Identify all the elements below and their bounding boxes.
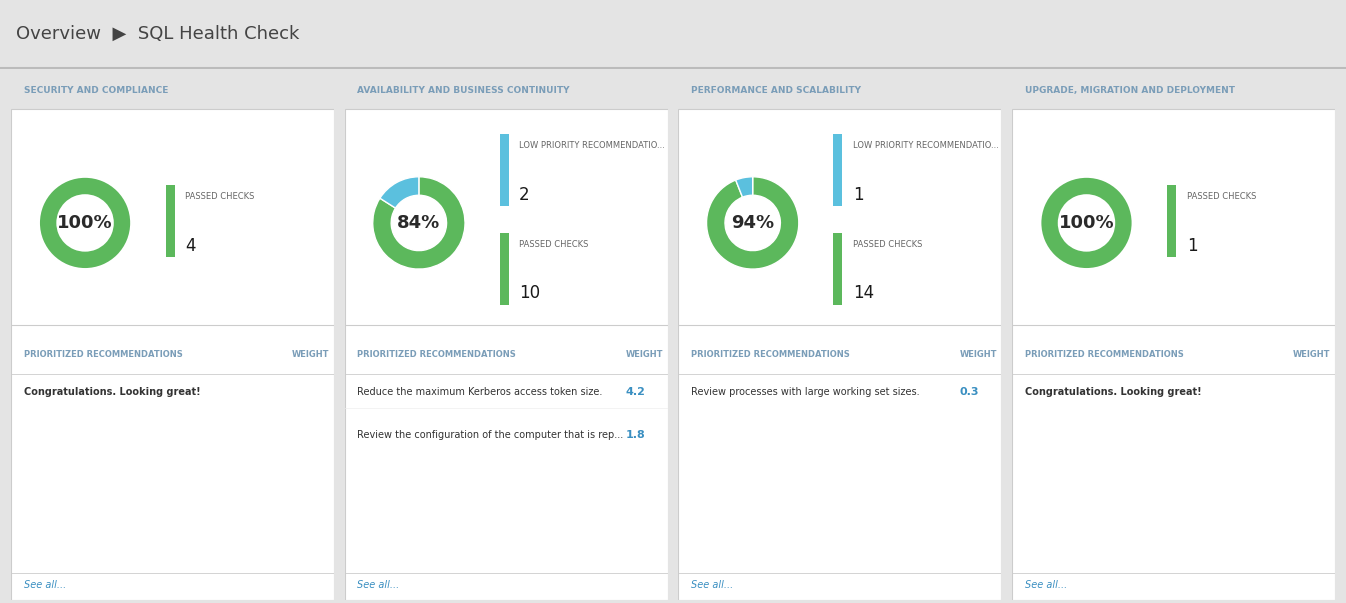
Text: Congratulations. Looking great!: Congratulations. Looking great!: [24, 387, 201, 397]
FancyBboxPatch shape: [678, 110, 1001, 600]
Text: PASSED CHECKS: PASSED CHECKS: [853, 239, 922, 248]
FancyBboxPatch shape: [11, 110, 334, 600]
Text: LOW PRIORITY RECOMMENDATIO...: LOW PRIORITY RECOMMENDATIO...: [520, 141, 665, 150]
Text: 100%: 100%: [1059, 214, 1114, 232]
Text: 14: 14: [853, 285, 874, 303]
Text: See all...: See all...: [358, 580, 400, 590]
Text: PASSED CHECKS: PASSED CHECKS: [1187, 192, 1256, 201]
Text: UPGRADE, MIGRATION AND DEPLOYMENT: UPGRADE, MIGRATION AND DEPLOYMENT: [1026, 86, 1236, 95]
Text: Review processes with large working set sizes.: Review processes with large working set …: [692, 387, 919, 397]
FancyBboxPatch shape: [833, 134, 843, 206]
FancyBboxPatch shape: [166, 185, 175, 257]
Text: PASSED CHECKS: PASSED CHECKS: [520, 239, 588, 248]
Text: PRIORITIZED RECOMMENDATIONS: PRIORITIZED RECOMMENDATIONS: [358, 350, 517, 359]
Text: 84%: 84%: [397, 214, 440, 232]
Text: PRIORITIZED RECOMMENDATIONS: PRIORITIZED RECOMMENDATIONS: [24, 350, 183, 359]
Text: PRIORITIZED RECOMMENDATIONS: PRIORITIZED RECOMMENDATIONS: [692, 350, 851, 359]
FancyBboxPatch shape: [833, 233, 843, 305]
Text: 4: 4: [186, 237, 195, 255]
Text: Reduce the maximum Kerberos access token size.: Reduce the maximum Kerberos access token…: [358, 387, 603, 397]
Text: 10: 10: [520, 285, 540, 303]
Text: SECURITY AND COMPLIANCE: SECURITY AND COMPLIANCE: [24, 86, 168, 95]
Text: PASSED CHECKS: PASSED CHECKS: [186, 192, 254, 201]
Text: 100%: 100%: [58, 214, 113, 232]
Text: WEIGHT: WEIGHT: [1294, 350, 1331, 359]
Text: 94%: 94%: [731, 214, 774, 232]
Text: Review the configuration of the computer that is rep...: Review the configuration of the computer…: [358, 430, 623, 440]
Text: See all...: See all...: [1026, 580, 1067, 590]
FancyBboxPatch shape: [1167, 185, 1176, 257]
FancyBboxPatch shape: [499, 233, 509, 305]
Wedge shape: [707, 177, 798, 269]
Text: See all...: See all...: [692, 580, 734, 590]
Wedge shape: [373, 177, 464, 269]
Wedge shape: [380, 177, 419, 208]
Text: WEIGHT: WEIGHT: [292, 350, 330, 359]
Text: PRIORITIZED RECOMMENDATIONS: PRIORITIZED RECOMMENDATIONS: [1026, 350, 1184, 359]
FancyBboxPatch shape: [499, 134, 509, 206]
FancyBboxPatch shape: [345, 110, 668, 600]
Text: AVAILABILITY AND BUSINESS CONTINUITY: AVAILABILITY AND BUSINESS CONTINUITY: [358, 86, 569, 95]
Text: PERFORMANCE AND SCALABILITY: PERFORMANCE AND SCALABILITY: [692, 86, 861, 95]
Text: See all...: See all...: [24, 580, 66, 590]
Text: 1: 1: [1187, 237, 1197, 255]
Text: Overview  ▶  SQL Health Check: Overview ▶ SQL Health Check: [16, 24, 300, 42]
Text: 0.3: 0.3: [960, 387, 979, 397]
Wedge shape: [39, 177, 131, 269]
Text: 2: 2: [520, 186, 529, 204]
Text: Congratulations. Looking great!: Congratulations. Looking great!: [1026, 387, 1202, 397]
Text: 1: 1: [853, 186, 863, 204]
Text: 1.8: 1.8: [626, 430, 645, 440]
Text: WEIGHT: WEIGHT: [960, 350, 997, 359]
Wedge shape: [1040, 177, 1132, 269]
Text: WEIGHT: WEIGHT: [626, 350, 664, 359]
Text: 4.2: 4.2: [626, 387, 646, 397]
Wedge shape: [736, 177, 752, 197]
Text: LOW PRIORITY RECOMMENDATIO...: LOW PRIORITY RECOMMENDATIO...: [853, 141, 999, 150]
FancyBboxPatch shape: [1012, 110, 1335, 600]
